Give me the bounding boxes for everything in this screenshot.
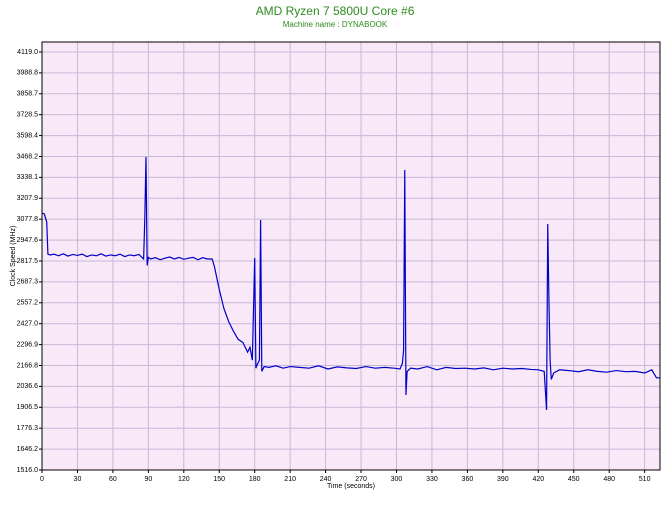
x-tick-label: 60 [109, 476, 117, 483]
x-tick-label: 0 [40, 476, 44, 483]
x-axis-label: Time (seconds) [327, 483, 375, 490]
y-tick-label: 2296.9 [17, 341, 39, 348]
y-tick-label: 3728.5 [17, 112, 39, 119]
y-tick-label: 3338.1 [17, 174, 39, 181]
y-tick-label: 1646.2 [17, 446, 39, 453]
plot-border [41, 41, 661, 471]
x-tick-label: 30 [74, 476, 82, 483]
y-tick-label: 3988.8 [17, 70, 39, 77]
x-tick-label: 300 [391, 476, 403, 483]
chart-title: AMD Ryzen 7 5800U Core #6 [256, 4, 415, 18]
chart-subtitle: Machine name : DYNABOOK [283, 20, 388, 29]
y-tick-label: 4119.0 [17, 49, 38, 56]
y-tick-label: 3858.7 [17, 91, 39, 98]
y-tick-label: 2427.0 [17, 321, 39, 328]
x-tick-label: 90 [144, 476, 152, 483]
y-tick-label: 3468.2 [17, 153, 39, 160]
y-tick-label: 2687.3 [17, 279, 39, 286]
x-tick-label: 120 [178, 476, 190, 483]
y-tick-label: 3598.4 [17, 132, 39, 139]
x-tick-label: 390 [497, 476, 509, 483]
y-tick-label: 3077.8 [17, 216, 39, 223]
x-tick-label: 330 [426, 476, 438, 483]
x-tick-label: 360 [462, 476, 474, 483]
x-tick-label: 180 [249, 476, 261, 483]
y-tick-label: 1516.0 [17, 467, 39, 474]
x-tick-label: 450 [568, 476, 580, 483]
y-tick-label: 3207.9 [17, 195, 39, 202]
x-tick-label: 150 [213, 476, 225, 483]
data-line [41, 156, 660, 410]
y-tick-label: 1906.5 [17, 404, 39, 411]
x-tick-label: 270 [355, 476, 367, 483]
x-tick-label: 240 [320, 476, 332, 483]
x-tick-label: 510 [639, 476, 651, 483]
plot-area [41, 41, 661, 471]
y-tick-label: 2036.6 [17, 383, 39, 390]
y-tick-label: 1776.3 [17, 425, 39, 432]
y-tick-label: 2166.8 [17, 362, 39, 369]
x-tick-label: 210 [284, 476, 296, 483]
x-tick-label: 480 [603, 476, 615, 483]
y-tick-label: 2557.2 [17, 300, 39, 307]
y-tick-label: 2817.5 [17, 258, 39, 265]
y-axis-label: Clock Speed (MHz) [10, 226, 17, 287]
y-tick-label: 2947.6 [17, 237, 39, 244]
x-tick-label: 420 [532, 476, 544, 483]
